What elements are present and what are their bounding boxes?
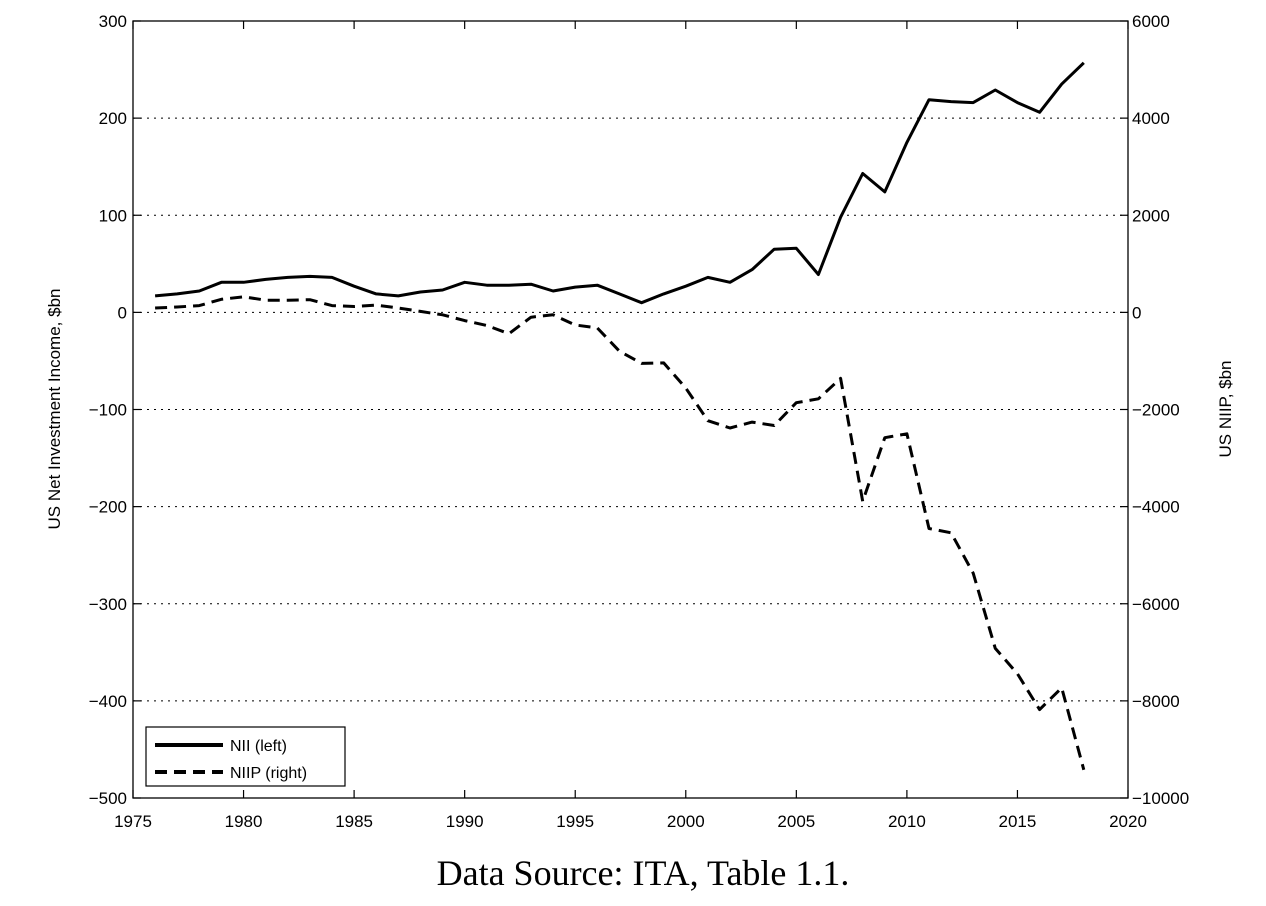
right-axis-tick-label: −4000 — [1132, 498, 1180, 517]
right-axis-tick-labels: −10000 −8000 −6000 −4000 −2000 0 2000 4000 6000 — [1132, 12, 1189, 808]
x-axis-tick-label: 2015 — [999, 812, 1037, 831]
right-axis-title: US NIIP, $bn — [1216, 360, 1235, 457]
x-axis-tick-label: 2010 — [888, 812, 926, 831]
x-axis-tick-label: 1995 — [556, 812, 594, 831]
nii-series-line — [154, 61, 1085, 305]
x-axis-tick-label: 1990 — [446, 812, 484, 831]
left-axis-tick-label: −100 — [89, 401, 127, 420]
x-axis-tick-label: 2000 — [667, 812, 705, 831]
right-axis-tick-label: 0 — [1132, 303, 1141, 322]
x-axis-tick-label: 2005 — [777, 812, 815, 831]
right-axis-tick-label: 4000 — [1132, 109, 1170, 128]
left-axis-tick-label: 0 — [118, 303, 127, 322]
left-axis-tick-label: 200 — [99, 109, 127, 128]
niip-series-line — [155, 295, 1086, 771]
x-axis-tick-label: 1985 — [335, 812, 373, 831]
right-axis-tick-label: −2000 — [1132, 401, 1180, 420]
data-source-caption: Data Source: ITA, Table 1.1. — [437, 853, 850, 893]
grid-lines — [133, 117, 1128, 702]
right-axis-tick-label: −10000 — [1132, 789, 1189, 808]
x-axis-tick-labels: 1975 1980 1985 1990 1995 2000 2005 2010 2015 2020 — [114, 812, 1147, 831]
legend-label-nii: NII (left) — [230, 738, 287, 755]
left-axis-tick-labels: −500 −400 −300 −200 −100 0 100 200 300 — [89, 12, 127, 808]
x-axis-tick-label: 1980 — [225, 812, 263, 831]
right-axis-tick-label: 2000 — [1132, 206, 1170, 225]
left-axis-tick-label: 300 — [99, 12, 127, 31]
right-axis-tick-label: −8000 — [1132, 692, 1180, 711]
legend-box — [145, 726, 346, 787]
left-axis-tick-label: −500 — [89, 789, 127, 808]
right-axis-tick-label: 6000 — [1132, 12, 1170, 31]
series-layer — [154, 61, 1086, 771]
tick-marks — [132, 20, 1129, 799]
left-axis-title: US Net Investment Income, $bn — [45, 289, 64, 530]
left-axis-tick-label: −300 — [89, 595, 127, 614]
right-axis-tick-label: −6000 — [1132, 595, 1180, 614]
left-axis-tick-label: 100 — [99, 206, 127, 225]
legend: NII (left) NIIP (right) — [145, 726, 346, 787]
left-axis-tick-label: −400 — [89, 692, 127, 711]
left-axis-tick-label: −200 — [89, 498, 127, 517]
x-axis-tick-label: 1975 — [114, 812, 152, 831]
legend-label-niip: NIIP (right) — [230, 765, 307, 782]
x-axis-tick-label: 2020 — [1109, 812, 1147, 831]
